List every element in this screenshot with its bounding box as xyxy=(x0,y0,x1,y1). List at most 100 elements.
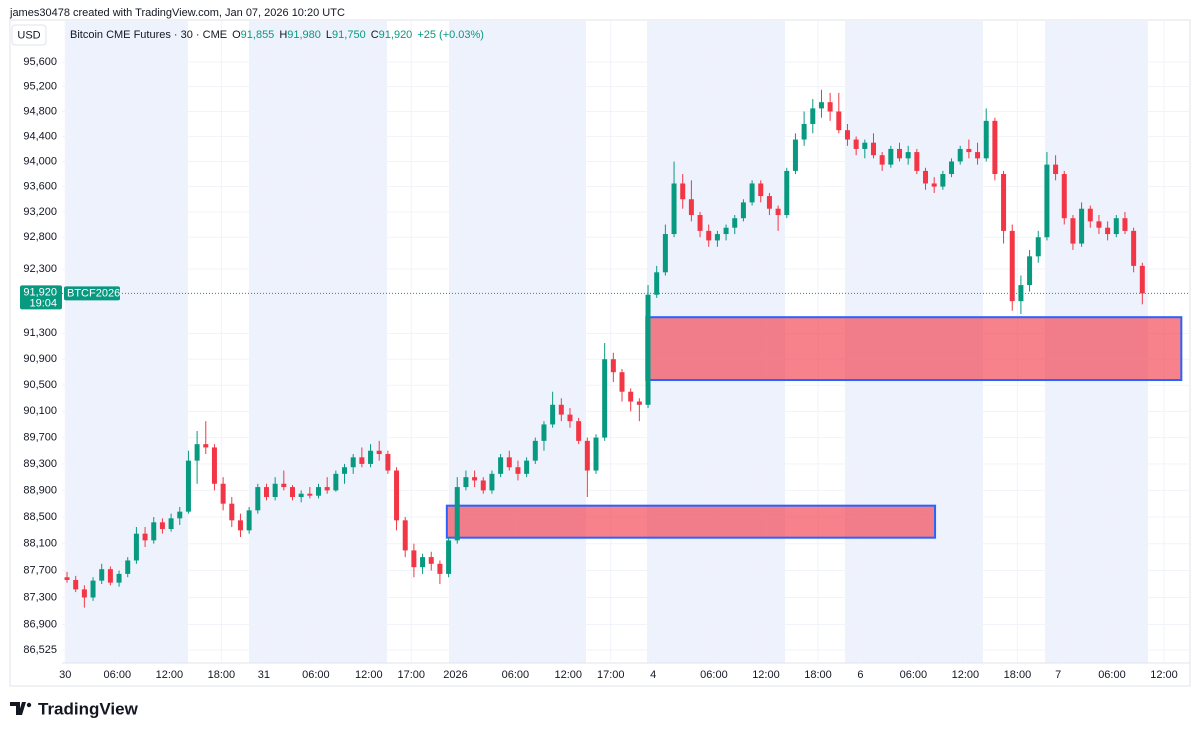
x-tick-label: 06:00 xyxy=(1098,669,1126,681)
candle-body xyxy=(255,487,261,511)
candle-body xyxy=(792,139,798,171)
candle-body xyxy=(888,148,894,165)
candle-body xyxy=(1139,265,1145,294)
x-tick-label: 06:00 xyxy=(302,669,330,681)
candle-body xyxy=(177,511,183,519)
candle-body xyxy=(368,450,374,464)
legend-key: L xyxy=(326,29,332,41)
x-tick-label: 12:00 xyxy=(1150,669,1178,681)
candle-body xyxy=(298,493,304,498)
y-tick-label: 89,700 xyxy=(23,431,57,443)
x-tick-label: 18:00 xyxy=(804,669,832,681)
candle-body xyxy=(1009,230,1015,302)
candle-body xyxy=(914,152,920,171)
candle-body xyxy=(853,139,859,149)
candle-body xyxy=(125,560,131,574)
x-tick-label: 4 xyxy=(650,669,656,681)
candle-body xyxy=(706,230,712,241)
currency-box[interactable] xyxy=(11,24,47,46)
y-tick-label: 92,800 xyxy=(23,231,57,243)
legend-value: 91,750 xyxy=(332,29,366,41)
symbol: Bitcoin CME Futures · 30 · CME xyxy=(70,29,227,41)
candle-body xyxy=(411,550,417,568)
candle-body xyxy=(116,573,122,583)
candle-body xyxy=(263,487,269,498)
candle-body xyxy=(185,460,191,512)
candle-body xyxy=(203,444,209,448)
y-tick-label: 90,500 xyxy=(23,379,57,391)
candle-body xyxy=(281,483,287,488)
y-tick-label: 86,525 xyxy=(23,644,57,656)
x-tick-label: 30 xyxy=(59,669,71,681)
candle-body xyxy=(1027,256,1033,286)
candle-body xyxy=(827,102,833,112)
candle-body xyxy=(897,148,903,159)
candle-body xyxy=(506,457,512,468)
y-tick-label: 90,100 xyxy=(23,405,57,417)
y-tick-label: 88,900 xyxy=(23,484,57,496)
y-tick-label: 92,300 xyxy=(23,263,57,275)
candle-body xyxy=(818,102,824,109)
x-tick-label: 17:00 xyxy=(398,669,426,681)
y-tick-label: 89,300 xyxy=(23,458,57,470)
legend-key: O xyxy=(232,29,241,41)
x-tick-label: 12:00 xyxy=(554,669,582,681)
x-tick-label: 31 xyxy=(258,669,270,681)
chart-frame xyxy=(9,19,1191,687)
candle-body xyxy=(1087,208,1093,222)
candle-body xyxy=(81,589,87,598)
y-tick-label: 87,300 xyxy=(23,591,57,603)
last-price-label: 91,920 xyxy=(23,286,57,298)
candle-body xyxy=(1053,164,1059,175)
x-tick-label: 12:00 xyxy=(752,669,780,681)
candle-body xyxy=(428,557,434,564)
candle-body xyxy=(99,569,105,581)
candle-body xyxy=(151,522,157,541)
candle-body xyxy=(766,196,772,209)
x-tick-label: 06:00 xyxy=(104,669,132,681)
y-tick-label: 88,500 xyxy=(23,511,57,523)
candle-body xyxy=(142,533,148,541)
candle-body xyxy=(454,487,460,541)
candle-body xyxy=(524,460,530,474)
y-tick-label: 94,000 xyxy=(23,155,57,167)
candle-body xyxy=(376,450,382,455)
y-tick-label: 95,200 xyxy=(23,81,57,93)
candle-body xyxy=(844,130,850,140)
candle-body xyxy=(498,457,504,474)
candle-body xyxy=(1131,230,1137,266)
candle-body xyxy=(133,533,139,561)
candle-body xyxy=(73,579,79,590)
candle-body xyxy=(775,208,781,216)
candle-body xyxy=(272,483,278,498)
attribution: james30478 created with TradingView.com,… xyxy=(9,7,345,19)
legend-key: H xyxy=(279,29,287,41)
candle-body xyxy=(671,183,677,235)
candle-body xyxy=(654,272,660,295)
legend-value: 91,855 xyxy=(241,29,275,41)
candle-body xyxy=(1061,174,1067,219)
candle-body xyxy=(324,487,330,491)
currency[interactable]: USD xyxy=(17,29,40,41)
x-tick-label: 18:00 xyxy=(208,669,236,681)
candle-body xyxy=(463,477,469,488)
symbol-tag-box xyxy=(64,286,120,301)
candle-body xyxy=(394,470,400,521)
candle-body xyxy=(489,473,495,491)
y-tick-label: 93,200 xyxy=(23,206,57,218)
candle-body xyxy=(636,401,642,405)
axis-labels: 95,600 95,200 94,800 94,400 94,000 93,600 93,2… xyxy=(23,56,1177,681)
candle-body xyxy=(1105,227,1111,235)
candle-body xyxy=(350,457,356,468)
symbol-tag: BTCF2026 xyxy=(67,287,120,299)
candle-body xyxy=(64,577,70,580)
brand-logo xyxy=(10,702,32,715)
candle-body xyxy=(316,487,322,496)
candles xyxy=(64,89,1145,608)
candle-body xyxy=(342,467,348,474)
candle-body xyxy=(602,359,608,438)
legend-key: C xyxy=(371,29,379,41)
candle-body xyxy=(949,161,955,175)
candle-body xyxy=(359,457,365,464)
